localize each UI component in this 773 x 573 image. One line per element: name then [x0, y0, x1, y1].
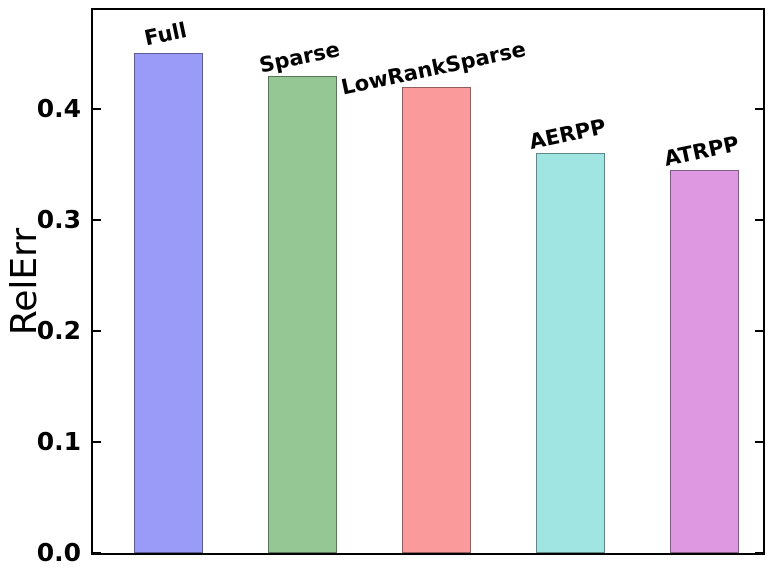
y-tick-mark-right — [755, 329, 763, 332]
y-tick-mark-right — [755, 552, 763, 554]
y-tick-mark-right — [755, 218, 763, 221]
bar-label-aerpp: AERPP — [527, 114, 608, 155]
y-tick-mark-left — [93, 329, 101, 332]
y-tick-mark-right — [755, 107, 763, 110]
y-tick-label: 0.0 — [36, 538, 81, 567]
y-tick-mark-left — [93, 218, 101, 221]
bar-label-sparse: Sparse — [257, 36, 342, 77]
y-tick-label-column: 0.0 0.1 0.2 0.3 0.4 — [0, 10, 81, 567]
bar-label-atrpp: ATRPP — [661, 131, 742, 171]
bar-sparse — [267, 75, 337, 553]
bar-full — [133, 53, 203, 553]
y-tick-label: 0.2 — [36, 315, 81, 345]
y-tick-mark-right — [755, 440, 763, 443]
bar-aerpp — [535, 153, 605, 553]
y-tick-label: 0.3 — [36, 204, 81, 234]
bar-atrpp — [669, 169, 739, 553]
y-tick-mark-left — [93, 552, 101, 554]
y-tick-label: 0.4 — [36, 93, 81, 123]
bar-label-full: Full — [142, 18, 189, 51]
bar-lowranksparse — [401, 86, 471, 553]
y-tick-mark-left — [93, 440, 101, 443]
y-tick-label: 0.1 — [36, 426, 81, 456]
y-tick-mark-left — [93, 107, 101, 110]
plot-area: Full Sparse LowRankSparse AERPP ATRPP — [91, 8, 765, 555]
